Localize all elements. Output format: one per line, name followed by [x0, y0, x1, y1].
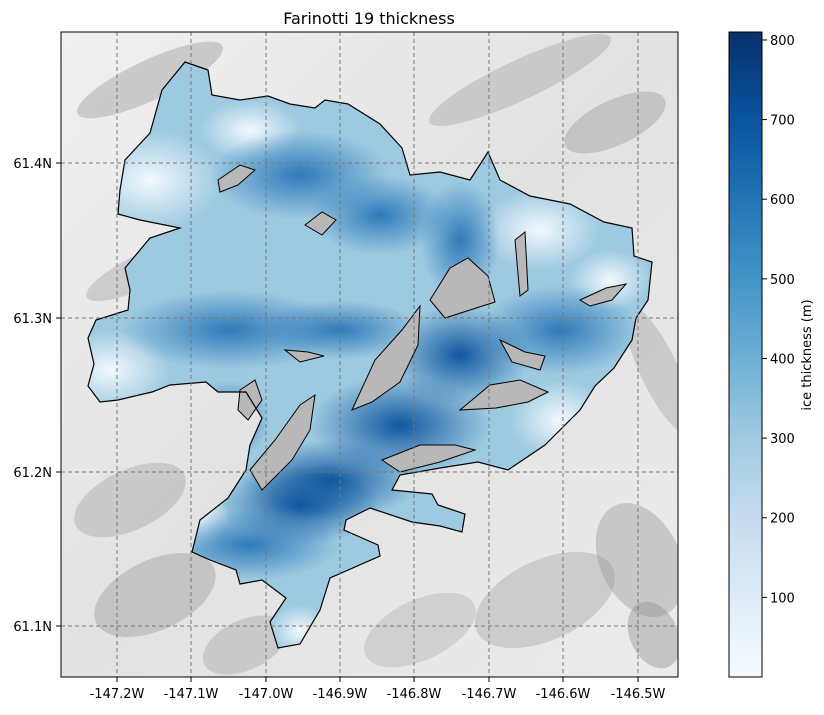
terrain-ridge [364, 592, 476, 668]
terrain-ridge [74, 462, 186, 538]
x-tick-label: -147.2W [90, 687, 145, 702]
x-tick-label: -147.0W [239, 687, 294, 702]
x-tick-label: -146.5W [611, 687, 666, 702]
terrain-ridge [77, 41, 223, 119]
y-tick-label: 61.4N [13, 157, 52, 172]
x-tick-label: -146.9W [313, 687, 368, 702]
x-axis-ticks: -147.2W -147.1W -147.0W -146.9W -146.8W -146.… [90, 677, 666, 702]
terrain-ridge [595, 503, 678, 617]
colorbar-gradient [728, 31, 763, 678]
x-tick-label: -147.1W [164, 687, 219, 702]
gridlines [61, 32, 678, 677]
colorbar-label: ice thickness (m) [800, 299, 815, 410]
terrain-ridge [474, 551, 616, 649]
colorbar-tick-label: 500 [770, 273, 795, 288]
terrain-ridge [428, 34, 612, 126]
terrain-ridge [627, 601, 678, 669]
terrain-ridge [564, 91, 666, 154]
y-axis-ticks: 61.4N 61.3N 61.2N 61.1N [13, 157, 61, 635]
terrain-ridge [624, 306, 678, 434]
colorbar-tick-label: 600 [770, 193, 795, 208]
thickness-patch [310, 175, 450, 255]
terrain-shading [74, 34, 678, 675]
map-title: Farinotti 19 thickness [283, 9, 455, 28]
colorbar: 100 200 300 400 500 600 700 800 ice thickness (… [728, 31, 815, 678]
colorbar-tick-label: 700 [770, 114, 795, 129]
colorbar-tick-label: 800 [770, 34, 795, 49]
thickness-patch [480, 190, 600, 270]
x-tick-label: -146.8W [387, 687, 442, 702]
y-tick-label: 61.2N [13, 466, 52, 481]
y-tick-label: 61.1N [13, 620, 52, 635]
colorbar-tick-label: 100 [770, 591, 795, 606]
y-tick-label: 61.3N [13, 312, 52, 327]
colorbar-tick-label: 200 [770, 512, 795, 527]
colorbar-ticks: 100 200 300 400 500 600 700 800 [762, 34, 795, 606]
map-panel [61, 32, 678, 677]
glacier-outline [87, 61, 653, 649]
colorbar-tick-label: 400 [770, 352, 795, 367]
terrain-ridge [94, 553, 216, 637]
colorbar-tick-label: 300 [770, 432, 795, 447]
map-frame [60, 31, 679, 678]
x-tick-label: -146.6W [536, 687, 591, 702]
x-tick-label: -146.7W [462, 687, 517, 702]
